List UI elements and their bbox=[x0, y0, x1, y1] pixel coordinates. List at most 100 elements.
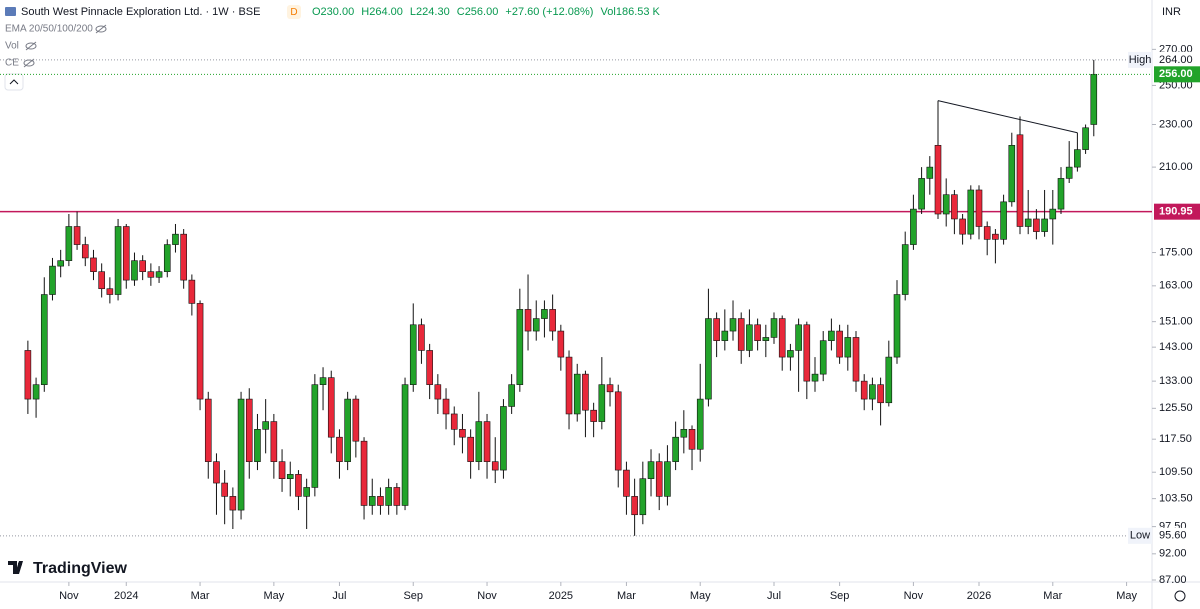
candle-body bbox=[721, 330, 729, 341]
ohlc-legend: O230.00 H264.00 L224.30 C256.00 +27.60 (… bbox=[312, 6, 661, 18]
candle-body bbox=[303, 487, 310, 497]
marker-value: 264.00 bbox=[1159, 54, 1193, 66]
candle-body bbox=[475, 421, 483, 462]
candle-body bbox=[450, 413, 458, 430]
indicator-ema[interactable]: EMA 20/50/100/200 bbox=[5, 24, 93, 35]
last-price-label: 256.00 bbox=[1159, 68, 1193, 80]
candle-body bbox=[286, 474, 294, 479]
candle-body bbox=[729, 318, 737, 332]
candle-body bbox=[344, 398, 351, 462]
marker-tag-bg bbox=[1128, 51, 1152, 68]
marker-value-bg bbox=[1154, 527, 1200, 544]
badge: D bbox=[290, 7, 297, 18]
candle-body bbox=[524, 309, 532, 332]
candle-body bbox=[754, 324, 761, 341]
candle-body bbox=[1000, 201, 1007, 240]
candle-body bbox=[664, 461, 671, 497]
candle-body bbox=[311, 384, 319, 488]
y-tick-label: 143.00 bbox=[1159, 341, 1193, 353]
legend-volume: Vol186.53 K bbox=[601, 6, 661, 18]
candle-body bbox=[245, 398, 253, 462]
candle-body bbox=[893, 294, 901, 358]
x-tick-label: Mar bbox=[1043, 590, 1062, 602]
candle-body bbox=[606, 384, 614, 393]
candle-body bbox=[237, 398, 245, 511]
brand: TradingView bbox=[33, 560, 128, 577]
price-line-tag bbox=[1154, 203, 1200, 220]
candle-body bbox=[778, 318, 786, 358]
price-line-label: 190.95 bbox=[1159, 206, 1193, 218]
candle-body bbox=[352, 398, 360, 442]
x-tick-label: 2025 bbox=[549, 590, 573, 602]
candle-body bbox=[147, 271, 155, 278]
candle-body bbox=[418, 324, 425, 351]
candle-body bbox=[385, 487, 392, 506]
candle-body bbox=[992, 233, 999, 240]
candle-body bbox=[139, 260, 146, 272]
y-tick-label: 163.00 bbox=[1159, 280, 1193, 292]
legend-low: L224.30 bbox=[410, 6, 450, 18]
badge-bg bbox=[287, 5, 301, 19]
y-tick-label: 250.00 bbox=[1159, 79, 1193, 91]
candle-body bbox=[1016, 134, 1024, 227]
candle-body bbox=[860, 380, 868, 400]
y-tick-label: 125.50 bbox=[1159, 402, 1193, 414]
settings-icon[interactable] bbox=[1174, 590, 1186, 602]
candle-body bbox=[1049, 208, 1057, 220]
candle-body bbox=[795, 324, 802, 351]
candle-body bbox=[508, 384, 515, 407]
collapse-button[interactable] bbox=[4, 73, 24, 91]
candle-body bbox=[885, 356, 893, 404]
candle-body bbox=[532, 318, 540, 332]
candle-body bbox=[500, 406, 507, 471]
candle-body bbox=[672, 436, 679, 462]
legend-close: C256.00 bbox=[457, 6, 499, 18]
candle-body bbox=[918, 178, 925, 210]
candle-body bbox=[180, 233, 187, 281]
candle-body bbox=[81, 244, 89, 259]
x-tick-label: Mar bbox=[191, 590, 210, 602]
candle-body bbox=[122, 226, 130, 281]
candle-body bbox=[172, 233, 179, 245]
candle-body bbox=[787, 350, 794, 358]
candle-body bbox=[516, 309, 524, 385]
candle-body bbox=[131, 260, 138, 281]
candle-body bbox=[819, 340, 827, 375]
candle-body bbox=[254, 429, 261, 462]
candle-body bbox=[1065, 166, 1073, 179]
candle-body bbox=[114, 226, 122, 295]
candle-body bbox=[204, 398, 212, 462]
candle-body bbox=[598, 384, 606, 422]
marker-name: Low bbox=[1130, 530, 1150, 542]
indicator-vol[interactable]: Vol bbox=[5, 41, 19, 52]
candle-body bbox=[590, 409, 597, 422]
candle-body bbox=[336, 436, 343, 462]
candle-body bbox=[57, 260, 64, 267]
candle-body bbox=[213, 461, 220, 484]
legend-high: H264.00 bbox=[361, 6, 403, 18]
candle-body bbox=[647, 461, 655, 479]
candle-body bbox=[106, 288, 114, 295]
candle-body bbox=[1082, 127, 1089, 150]
candle-body bbox=[319, 377, 327, 385]
last-price-tag bbox=[1154, 66, 1200, 83]
marker-name: High bbox=[1129, 54, 1152, 66]
y-tick-label: 92.00 bbox=[1159, 548, 1187, 560]
y-tick-label: 87.00 bbox=[1159, 574, 1187, 586]
candle-body bbox=[1041, 218, 1048, 232]
candle-body bbox=[951, 194, 958, 220]
candle-body bbox=[65, 226, 73, 261]
candle-body bbox=[655, 461, 663, 497]
indicator-ce[interactable]: CE bbox=[5, 58, 19, 69]
candle-body bbox=[926, 166, 934, 179]
candle-body bbox=[541, 309, 548, 319]
candle-body bbox=[278, 461, 286, 479]
currency[interactable]: INR bbox=[1162, 6, 1181, 18]
y-tick-label: 175.00 bbox=[1159, 246, 1193, 258]
x-tick-label: Jul bbox=[767, 590, 781, 602]
candle-body bbox=[852, 337, 860, 382]
candle-body bbox=[1074, 149, 1081, 168]
x-tick-label: May bbox=[263, 590, 284, 602]
candle-body bbox=[1024, 218, 1032, 227]
candle-body bbox=[910, 208, 917, 245]
